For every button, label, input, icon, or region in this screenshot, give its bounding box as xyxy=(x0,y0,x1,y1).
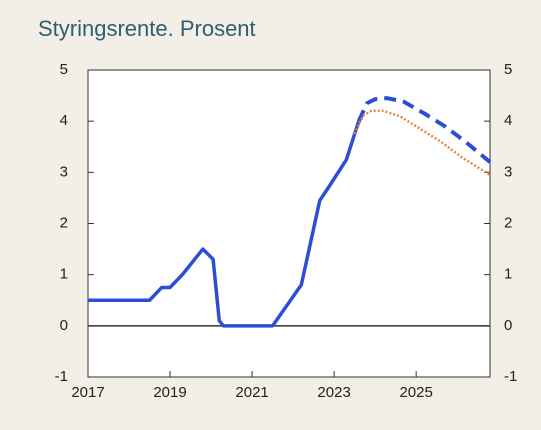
y2-tick-label: 5 xyxy=(504,61,512,78)
series-line xyxy=(88,120,361,328)
y2-tick-label: 1 xyxy=(504,266,512,283)
y-tick-label: -1 xyxy=(55,368,68,385)
y2-tick-label: 3 xyxy=(504,163,512,180)
y-tick-label: 3 xyxy=(60,163,68,180)
y-tick-label: 4 xyxy=(60,112,68,129)
y2-tick-label: 4 xyxy=(504,112,512,129)
y2-tick-label: 0 xyxy=(504,317,512,334)
x-tick-label: 2017 xyxy=(71,384,104,401)
y2-tick-label: -1 xyxy=(504,368,517,385)
y2-tick-label: 2 xyxy=(504,214,512,231)
y-tick-label: 1 xyxy=(60,266,68,283)
x-tick-label: 2025 xyxy=(399,384,432,401)
x-tick-label: 2021 xyxy=(235,384,268,401)
chart-title: Styringsrente. Prosent xyxy=(38,16,256,41)
y-tick-label: 5 xyxy=(60,61,68,78)
x-tick-label: 2019 xyxy=(153,384,186,401)
x-tick-label: 2023 xyxy=(317,384,350,401)
y-tick-label: 0 xyxy=(60,317,68,334)
series-line xyxy=(353,109,491,176)
y-tick-label: 2 xyxy=(60,214,68,231)
series-line xyxy=(356,96,492,164)
